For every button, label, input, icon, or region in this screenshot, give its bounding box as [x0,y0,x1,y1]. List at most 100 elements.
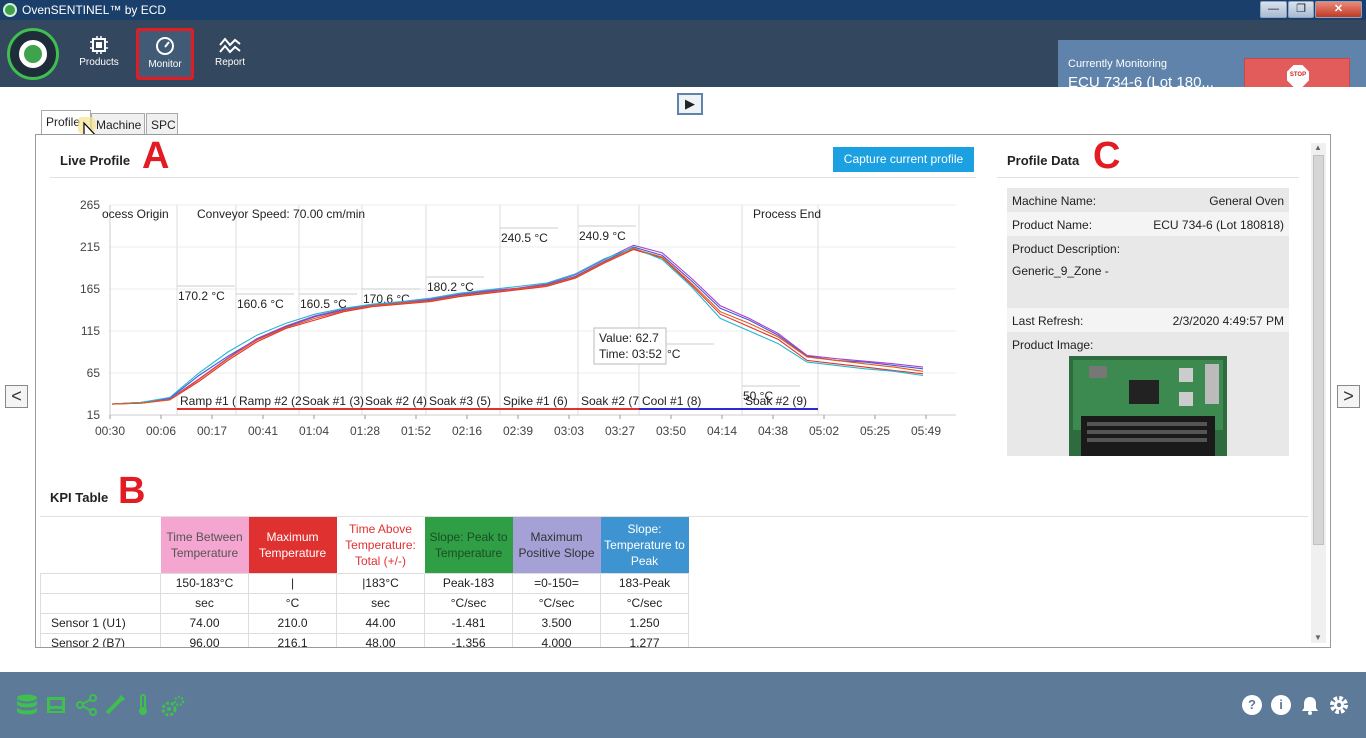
y-tick-label: 115 [81,324,100,338]
sensor-label: Sensor 2 (B7) [40,632,161,647]
share-icon[interactable] [76,694,98,716]
kpi-column-header: Maximum Temperature [248,517,337,573]
kpi-cell: 44.00 [336,612,425,634]
x-tick-label: 03:27 [605,424,635,438]
table-row: Sensor 1 (U1) 74.00 210.0 44.00 -1.481 3.500 1… [40,612,689,634]
divider [50,177,976,178]
profile-data-panel: Machine Name: General Oven Product Name:… [1007,188,1289,456]
annotation-b: B [118,470,146,512]
database-icon[interactable] [15,694,39,716]
kpi-column-sub: |183°C [336,572,425,594]
kpi-column-unit: °C/sec [424,592,513,614]
close-button[interactable]: ✕ [1315,1,1362,18]
machine-name-label: Machine Name: [1012,194,1097,208]
bell-icon[interactable] [1300,695,1320,715]
nav-report-button[interactable]: Report [201,28,259,80]
kpi-column-header: Time Above Temperature: Total (+/-) [336,517,425,573]
previous-arrow-button[interactable]: < [5,385,28,408]
profile-data-title: Profile Data [1007,153,1080,168]
app-logo-icon [3,3,17,17]
zone-temp-label: 240.5 °C [501,231,548,245]
annotation-a: A [142,135,170,177]
zone-label: Ramp #1 ( [180,394,236,408]
live-profile-title: Live Profile [60,153,131,168]
info-icon[interactable]: i [1271,695,1291,715]
sensor-label: Sensor 1 (U1) [40,612,161,634]
machine-name-row: Machine Name: General Oven [1007,188,1289,212]
zone-label: Soak #2 (7 [581,394,639,408]
stop-label: STOP [1289,72,1307,78]
x-tick-label: 00:17 [197,424,227,438]
product-description-value: Generic_9_Zone - [1012,264,1109,278]
scrollbar-thumb[interactable] [1313,155,1324,545]
kpi-column-sub: 183-Peak [600,572,689,594]
zone-label: Soak #3 (5) [429,394,491,408]
content-area: ▶ Profile Machine SPC Live Profile A Cap… [0,87,1366,672]
zone-temp-label: 170.2 °C [178,289,225,303]
conveyor-speed-label: Conveyor Speed: 70.00 cm/min [197,207,365,221]
kpi-cell: 1.250 [600,612,689,634]
live-profile-chart: 265 215 165 115 65 15 00:30 00:06 00:17 00:41 01:0… [80,198,956,438]
nav-monitor-button[interactable]: Monitor [136,28,194,80]
kpi-column-sub: 150-183°C [160,572,249,594]
tooltip-time: Time: 03:52 [599,347,662,361]
gears-icon[interactable] [160,694,186,718]
kpi-cell: 96.00 [160,632,249,647]
main-toolbar: Products Monitor Report Currently Monito… [0,20,1366,107]
next-arrow-button[interactable]: > [1337,385,1360,408]
chart-line-icon [219,37,241,54]
tooltip-value: Value: 62.7 [599,331,659,345]
tab-machine[interactable]: Machine [91,113,145,135]
x-tick-label: 02:39 [503,424,533,438]
help-icon[interactable]: ? [1242,695,1262,715]
kpi-column-sub: | [248,572,337,594]
x-tick-label: 05:25 [860,424,890,438]
zone-label: Ramp #2 (2 [239,394,302,408]
series-line [111,248,924,405]
kpi-table: Time Between Temperature Maximum Temperat… [40,517,689,647]
kpi-column-header: Maximum Positive Slope [512,517,601,573]
x-tick-label: 04:14 [707,424,737,438]
divider [40,516,1308,517]
product-description-label: Product Description: [1012,242,1121,256]
capture-profile-button[interactable]: Capture current profile [833,147,974,172]
product-description-row: Product Description: Generic_9_Zone - [1007,236,1289,308]
kpi-column-unit: sec [160,592,249,614]
nav-products-label: Products [79,57,119,68]
tab-spc[interactable]: SPC [146,113,178,135]
last-refresh-label: Last Refresh: [1012,314,1084,328]
y-tick-label: 265 [80,198,100,212]
x-tick-label: 01:04 [299,424,329,438]
kpi-cell: 74.00 [160,612,249,634]
probe-icon[interactable] [104,694,126,716]
product-name-row: Product Name: ECU 734-6 (Lot 180818) [1007,212,1289,236]
zone-label: Spike #1 (6) [503,394,568,408]
tooltip-box [593,327,667,365]
y-tick-label: 15 [87,408,101,422]
minimize-button[interactable]: — [1260,1,1287,18]
nav-products-button[interactable]: Products [70,28,128,80]
x-tick-label: 00:30 [95,424,125,438]
kpi-header-row: Time Between Temperature Maximum Temperat… [41,517,689,573]
last-refresh-row: Last Refresh: 2/3/2020 4:49:57 PM [1007,308,1289,332]
currently-monitoring-label: Currently Monitoring [1068,58,1168,70]
storage-icon[interactable] [45,694,67,716]
x-tick-label: 01:52 [401,424,431,438]
profile-tab-panel: Live Profile A Capture current profile 2… [35,134,1331,648]
series-line [111,244,924,405]
play-button[interactable]: ▶ [677,93,703,115]
machine-name-value: General Oven [1209,194,1284,208]
series-line [111,246,924,405]
kpi-cell: -1.481 [424,612,513,634]
series-line [111,248,924,405]
maximize-button[interactable]: ❐ [1288,1,1314,18]
scroll-up-icon[interactable]: ▲ [1314,143,1322,152]
kpi-column-unit: °C/sec [600,592,689,614]
zone-label: Soak #1 (3) [302,394,364,408]
scroll-down-icon[interactable]: ▼ [1314,633,1322,642]
settings-gear-icon[interactable] [1328,694,1350,716]
thermometer-icon[interactable] [135,694,151,716]
nav-monitor-label: Monitor [148,59,182,70]
process-origin-label: ocess Origin [102,207,169,221]
vertical-scrollbar[interactable]: ▲ ▼ [1311,143,1326,643]
